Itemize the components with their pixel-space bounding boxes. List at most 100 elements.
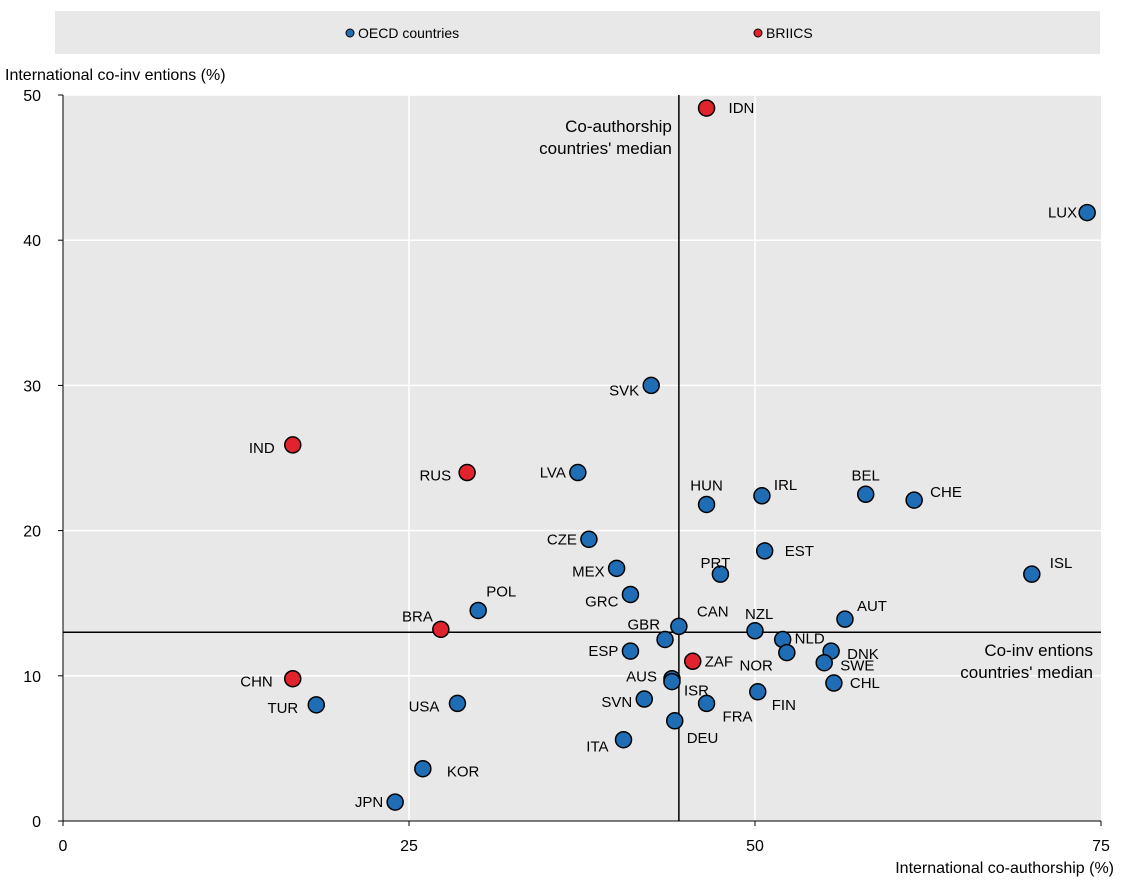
y-tick-label-10: 10 bbox=[23, 669, 41, 686]
point-deu bbox=[665, 712, 684, 730]
point-label-est: EST bbox=[785, 543, 814, 560]
point-kor bbox=[414, 759, 432, 778]
axes: 0 10 20 30 40 50 0 25 50 75 bbox=[23, 88, 1110, 855]
legend-label-oecd-countries: OECD countries bbox=[358, 25, 459, 41]
point-fra bbox=[697, 694, 716, 713]
point-label-svn: SVN bbox=[601, 694, 632, 711]
point-isr bbox=[663, 672, 681, 691]
point-label-rus: RUS bbox=[419, 468, 451, 485]
point-label-aus: AUS bbox=[626, 669, 657, 686]
point-bel bbox=[856, 485, 875, 504]
median-lines: Co-authorship countries' median Co-inv ent… bbox=[63, 95, 1101, 821]
point-mex bbox=[607, 559, 626, 578]
point-label-cze: CZE bbox=[547, 531, 577, 548]
point-label-bel: BEL bbox=[852, 467, 880, 484]
point-label-idn: IDN bbox=[729, 100, 755, 117]
point-rus bbox=[458, 463, 476, 482]
point-pol bbox=[469, 601, 487, 620]
point-prt bbox=[711, 565, 730, 583]
point-label-chn: CHN bbox=[240, 674, 273, 691]
point-label-can: CAN bbox=[697, 603, 729, 620]
point-irl bbox=[753, 487, 771, 505]
point-label-chl: CHL bbox=[850, 675, 880, 692]
point-label-zaf: ZAF bbox=[705, 653, 733, 670]
point-isl bbox=[1023, 565, 1041, 583]
point-ita bbox=[614, 730, 633, 749]
point-label-kor: KOR bbox=[447, 764, 480, 781]
y-tick-label-20: 20 bbox=[23, 524, 41, 541]
point-label-hun: HUN bbox=[690, 477, 723, 494]
point-grc bbox=[621, 585, 640, 604]
point-label-grc: GRC bbox=[585, 593, 619, 610]
point-usa bbox=[448, 694, 467, 713]
point-label-esp: ESP bbox=[588, 643, 618, 660]
x-axis-title: International co-authorship (%) bbox=[895, 860, 1114, 877]
y-tick-label-30: 30 bbox=[23, 378, 41, 395]
point-label-ind: IND bbox=[249, 440, 275, 457]
point-label-lux: LUX bbox=[1048, 205, 1077, 222]
point-nzl bbox=[746, 622, 764, 640]
point-label-bra: BRA bbox=[402, 608, 433, 625]
legend-label-briics: BRIICS bbox=[766, 25, 813, 41]
legend-marker-briics bbox=[753, 28, 763, 38]
point-label-isr: ISR bbox=[684, 683, 709, 700]
point-tur bbox=[307, 696, 326, 714]
point-gbr bbox=[656, 630, 674, 649]
point-cze bbox=[580, 530, 598, 549]
co-authorship-median-label-1: Co-authorship bbox=[565, 117, 672, 136]
point-svk bbox=[642, 376, 660, 395]
x-tick-label-25: 25 bbox=[400, 838, 418, 855]
point-label-mex: MEX bbox=[572, 563, 605, 580]
data-points: LUX SVK LVA HUN IRL BEL CHE CZE EST ISL MEX PRT GRC P… bbox=[240, 99, 1096, 811]
legend-background bbox=[55, 11, 1100, 54]
grid-lines bbox=[63, 94, 1101, 821]
point-label-pol: POL bbox=[486, 583, 516, 600]
point-label-fra: FRA bbox=[723, 708, 753, 725]
point-zaf bbox=[683, 652, 702, 671]
point-label-prt: PRT bbox=[701, 555, 731, 572]
point-label-svk: SVK bbox=[609, 382, 639, 399]
x-tick-label-0: 0 bbox=[59, 838, 68, 855]
point-esp bbox=[621, 642, 640, 660]
x-tick-label-50: 50 bbox=[746, 838, 764, 855]
point-swe bbox=[815, 653, 833, 672]
point-bra bbox=[432, 620, 450, 639]
legend: OECD countries BRIICS bbox=[345, 25, 813, 41]
point-label-jpn: JPN bbox=[355, 794, 383, 811]
point-label-lva: LVA bbox=[540, 465, 566, 482]
y-axis-title: International co-inv entions (%) bbox=[5, 67, 226, 84]
point-svn bbox=[635, 690, 654, 708]
point-label-swe: SWE bbox=[840, 658, 874, 675]
point-est bbox=[755, 542, 774, 560]
point-chn bbox=[283, 669, 302, 688]
point-label-usa: USA bbox=[409, 698, 440, 715]
point-label-gbr: GBR bbox=[628, 617, 661, 634]
plot-background bbox=[63, 95, 1101, 821]
point-nor bbox=[778, 643, 796, 662]
point-chl bbox=[825, 674, 843, 692]
point-label-tur: TUR bbox=[267, 700, 298, 717]
co-authorship-median-label-2: countries' median bbox=[539, 139, 672, 158]
point-che bbox=[905, 491, 923, 509]
point-label-aut: AUT bbox=[857, 598, 887, 615]
co-inventions-median-label-1: Co-inv entions bbox=[984, 641, 1093, 660]
point-ind bbox=[283, 436, 302, 454]
point-label-ita: ITA bbox=[586, 739, 608, 756]
point-can bbox=[670, 617, 688, 636]
y-tick-label-0: 0 bbox=[32, 814, 41, 831]
point-label-deu: DEU bbox=[687, 730, 719, 747]
point-label-nld: NLD bbox=[795, 631, 825, 648]
x-tick-label-75: 75 bbox=[1092, 838, 1110, 855]
point-label-nzl: NZL bbox=[745, 606, 773, 623]
point-lux bbox=[1078, 203, 1096, 222]
point-hun bbox=[697, 495, 716, 514]
y-tick-label-40: 40 bbox=[23, 233, 41, 250]
point-idn bbox=[697, 99, 716, 117]
legend-marker-oecd-countries bbox=[345, 28, 355, 38]
point-jpn bbox=[386, 793, 404, 811]
point-aut bbox=[836, 610, 854, 628]
point-label-isl: ISL bbox=[1050, 555, 1073, 572]
point-label-dnk: DNK bbox=[847, 646, 879, 663]
point-fin bbox=[749, 683, 767, 701]
